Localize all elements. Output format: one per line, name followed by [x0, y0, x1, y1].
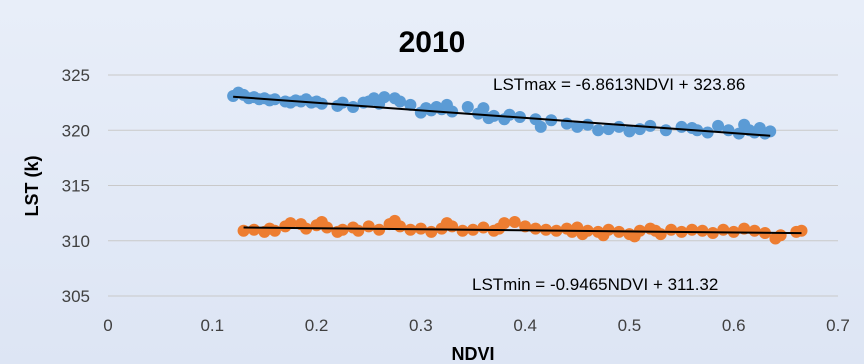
data-point-min: [774, 229, 787, 242]
data-point-max: [701, 126, 714, 139]
y-tick-labels: 305 310 315 320 325: [62, 66, 90, 306]
trendlines: [233, 95, 802, 235]
data-point-max: [503, 108, 516, 121]
data-point-max: [764, 125, 777, 138]
data-point-max: [394, 95, 406, 108]
data-point-min: [795, 224, 808, 237]
data-point-max: [404, 98, 417, 111]
data-point-min: [425, 225, 438, 238]
trendline-equation-min: LSTmin = -0.9465NDVI + 311.32: [472, 275, 718, 294]
data-point-min: [696, 224, 709, 237]
data-point-max: [571, 120, 584, 133]
data-point-max: [534, 120, 547, 133]
y-tick-label: 320: [62, 121, 90, 140]
data-point-min: [394, 220, 406, 233]
data-point-min: [362, 220, 375, 233]
data-point-max: [659, 124, 672, 137]
data-point-min: [352, 224, 365, 237]
data-point-min: [602, 223, 615, 236]
data-point-max: [712, 119, 725, 132]
data-point-max: [633, 123, 646, 136]
trendline-equation-max: LSTmax = -6.8613NDVI + 323.86: [493, 75, 745, 94]
x-tick-label: 0: [103, 316, 112, 335]
data-point-max: [602, 123, 615, 136]
data-point-max: [675, 120, 688, 133]
data-points: [227, 86, 808, 245]
data-point-max: [581, 118, 594, 131]
data-point-max: [592, 124, 605, 137]
data-point-min: [748, 224, 761, 237]
data-point-min: [529, 222, 542, 235]
data-point-max: [347, 101, 360, 114]
y-tick-label: 305: [62, 287, 90, 306]
data-point-min: [456, 224, 469, 237]
chart-title: 2010: [399, 26, 466, 59]
data-point-min: [665, 223, 678, 236]
trendline-max: [233, 95, 771, 137]
data-point-min: [717, 223, 730, 236]
data-point-max: [644, 119, 657, 132]
y-tick-label: 315: [62, 177, 90, 196]
y-tick-label: 310: [62, 232, 90, 251]
x-tick-label: 0.2: [305, 316, 329, 335]
data-point-max: [446, 105, 459, 118]
data-point-max: [461, 101, 474, 114]
x-tick-label: 0.4: [513, 316, 537, 335]
x-tick-label: 0.6: [722, 316, 746, 335]
y-axis-title: LST (k): [22, 155, 42, 216]
data-point-min: [268, 224, 281, 237]
data-point-min: [284, 217, 297, 230]
data-point-min: [248, 223, 260, 236]
y-tick-label: 325: [62, 66, 90, 85]
x-tick-label: 0.7: [826, 316, 850, 335]
data-point-min: [654, 228, 667, 241]
data-point-max: [378, 91, 391, 104]
data-point-max: [477, 102, 490, 115]
x-tick-labels: 0 0.1 0.2 0.3 0.4 0.5 0.6 0.7: [103, 316, 850, 335]
data-point-min: [686, 223, 698, 236]
x-tick-label: 0.3: [409, 316, 433, 335]
data-point-max: [613, 120, 625, 133]
data-point-min: [477, 221, 490, 234]
x-tick-label: 0.5: [618, 316, 642, 335]
data-point-min: [498, 217, 511, 230]
data-point-min: [336, 223, 349, 236]
data-point-max: [722, 124, 735, 137]
data-point-max: [560, 117, 573, 130]
x-axis-title: NDVI: [451, 344, 494, 364]
trendline-min: [243, 226, 802, 235]
data-point-max: [336, 96, 349, 109]
x-tick-label: 0.1: [200, 316, 224, 335]
data-point-max: [623, 125, 636, 138]
data-point-min: [508, 215, 521, 228]
